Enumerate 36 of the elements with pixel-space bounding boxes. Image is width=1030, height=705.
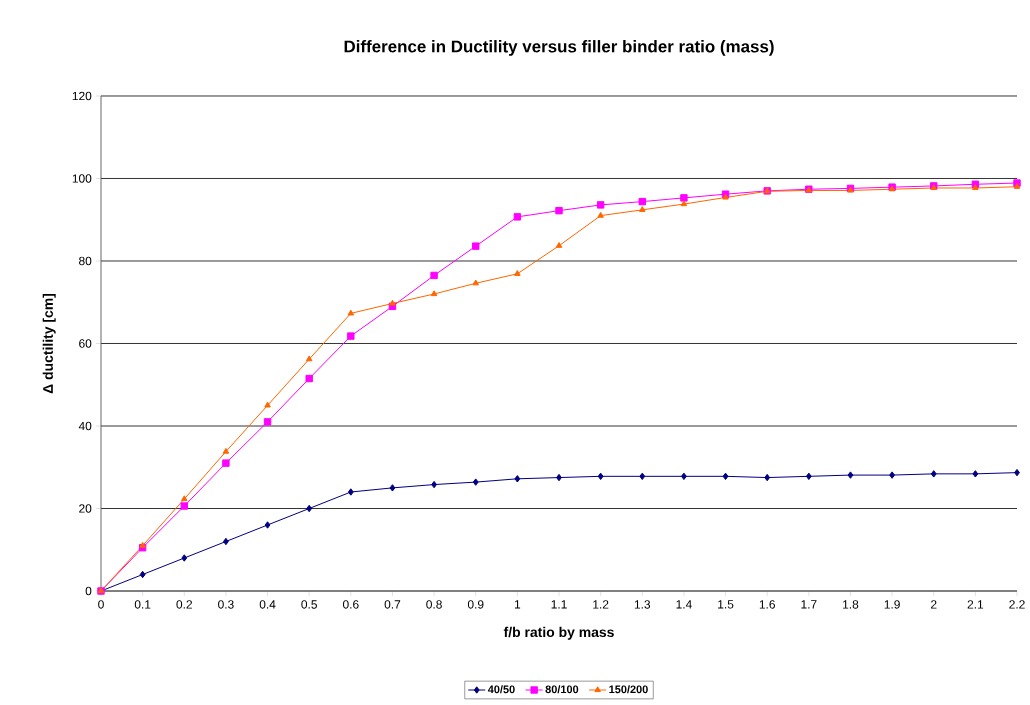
x-tick-label: 1.2: [593, 600, 609, 609]
y-axis-title: Δ ductility [cm]: [42, 293, 56, 394]
x-tick-label: 0.6: [342, 600, 359, 609]
legend-label: 150/200: [609, 685, 648, 694]
x-tick-label: 0.5: [301, 600, 317, 609]
x-tick-label: 0.1: [134, 600, 151, 609]
x-tick-label: 0.7: [384, 600, 401, 609]
x-tick-label: 0.3: [218, 600, 234, 609]
y-tick-label: 0: [85, 586, 92, 596]
x-tick-label: 1.5: [718, 600, 734, 609]
x-tick-label: 1.6: [759, 600, 775, 609]
y-tick-label: 20: [79, 504, 92, 513]
x-tick-label: 2.2: [1009, 600, 1025, 609]
x-tick-label: 2: [931, 600, 937, 609]
x-tick-label: 1.7: [801, 600, 817, 609]
x-tick-label: 0.4: [259, 600, 276, 609]
x-tick-label: 0.9: [467, 600, 484, 609]
x-tick-label: 1.3: [634, 600, 651, 609]
legend-label: 80/100: [545, 685, 579, 694]
x-tick-label: 0.2: [176, 600, 192, 609]
x-axis-title: f/b ratio by mass: [503, 626, 614, 640]
x-tick-label: 0.8: [426, 600, 442, 609]
x-tick-label: 2.1: [967, 600, 984, 609]
x-tick-label: 1.8: [843, 600, 859, 609]
x-tick-label: 0: [98, 600, 104, 609]
y-tick-label: 100: [72, 174, 92, 183]
y-tick-label: 80: [79, 256, 92, 266]
y-tick-label: 120: [72, 91, 92, 101]
y-tick-label: 40: [78, 421, 92, 431]
legend-label: 40/50: [487, 685, 515, 694]
x-tick-label: 1.9: [884, 600, 900, 609]
x-tick-label: 1.4: [676, 600, 692, 609]
y-tick-label: 60: [79, 339, 92, 348]
chart-title: Difference in Ductility versus filler binder ratio (mass): [344, 40, 774, 56]
x-tick-label: 1.1: [551, 600, 567, 609]
x-tick-label: 1: [514, 600, 521, 609]
